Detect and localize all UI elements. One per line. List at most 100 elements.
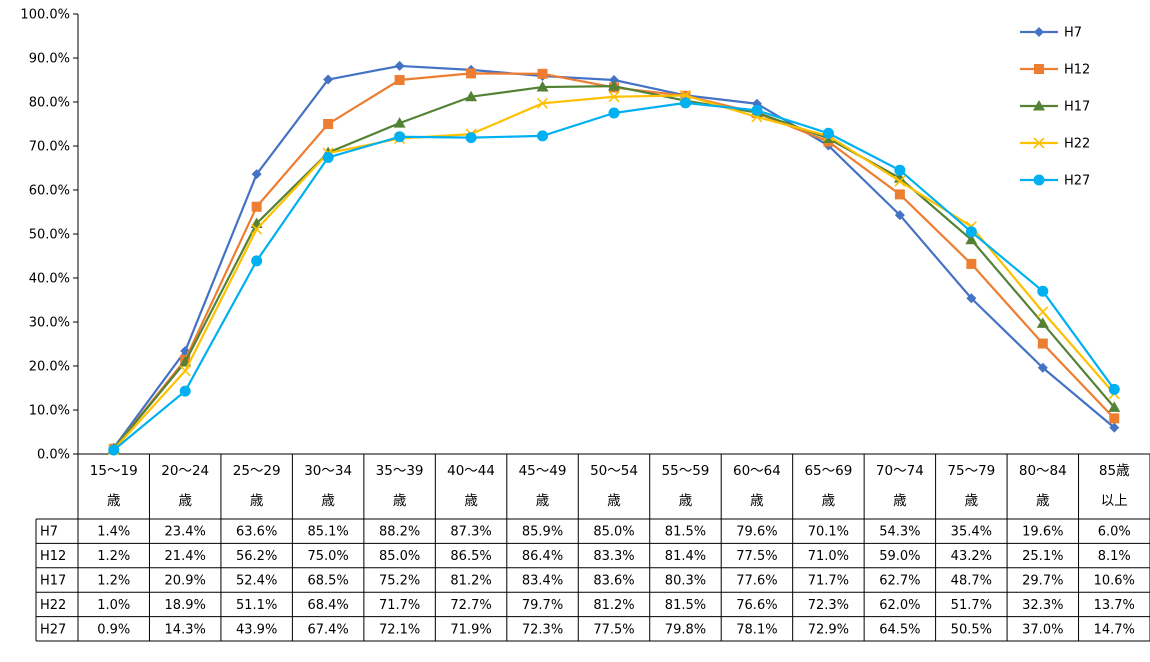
table-cell-value: 8.1% [1098,549,1131,564]
legend-label: H12 [1064,63,1090,78]
category-label-top: 65〜69 [804,463,852,479]
category-label-bottom: 歳 [536,493,550,509]
table-cell-value: 43.9% [236,622,277,637]
data-point [1109,422,1120,433]
table-cell-value: 85.0% [593,525,634,540]
category-label-bottom: 歳 [750,493,764,509]
data-point [1109,413,1120,424]
data-point [251,223,263,235]
table-cell-value: 51.1% [236,598,277,613]
category-label-bottom: 歳 [107,493,121,509]
category-label-top: 40〜44 [447,463,495,479]
table-cell-value: 64.5% [879,622,920,637]
table-cell-value: 25.1% [1022,549,1063,564]
category-label-top: 70〜74 [876,463,924,479]
series-line [112,72,1116,450]
data-point [894,175,906,187]
table-cell-value: 76.6% [736,598,777,613]
table-cell-value: 68.4% [307,598,348,613]
y-tick-label: 0.0% [37,448,70,463]
category-label-bottom: 歳 [607,493,621,509]
data-point [1036,317,1049,328]
table-cell-value: 80.3% [665,574,706,589]
series-H22 [108,89,1120,456]
y-tick-label: 50.0% [29,228,70,243]
table-cell-value: 81.4% [665,549,706,564]
category-label-bottom: 歳 [965,493,979,509]
data-point [179,385,191,397]
category-label-top: 55〜59 [662,463,710,479]
data-point [751,104,763,116]
y-tick-label: 80.0% [29,96,70,111]
y-tick-label: 20.0% [29,360,70,375]
table-cell-value: 63.6% [236,525,277,540]
data-point [966,258,977,269]
table-cell-value: 77.5% [736,549,777,564]
data-point [1108,401,1121,412]
table-cell-value: 48.7% [951,574,992,589]
legend-marker [1034,64,1044,74]
category-label-top: 25〜29 [233,463,281,479]
legend-label: H27 [1064,174,1090,189]
table-cell-value: 35.4% [951,525,992,540]
table-cell-value: 83.6% [593,574,634,589]
y-tick-label: 30.0% [29,316,70,331]
table-cell-value: 78.1% [736,622,777,637]
series-line [113,101,1116,451]
table-cell-value: 85.1% [307,525,348,540]
y-tick-label: 60.0% [29,184,70,199]
category-label-bottom: 歳 [250,493,264,509]
table-cell-value: 81.2% [593,598,634,613]
category-label-top: 60〜64 [733,463,781,479]
data-point [1037,306,1049,318]
data-point [1037,285,1049,297]
axes: 0.0% 10.0% 20.0% 30.0% 40.0% 50.0% 60.0% 70.0% 8… [20,8,79,463]
data-point [1037,362,1048,373]
legend-label: H22 [1064,137,1090,152]
series-line [112,94,1116,451]
table-cell-value: 81.5% [665,598,706,613]
category-label-top: 35〜39 [376,463,424,479]
legend-item: H17 [1020,100,1090,115]
table-cell-value: 23.4% [165,525,206,540]
table-series-name: H22 [40,598,66,613]
category-label-bottom: 歳 [822,493,836,509]
table-cell-value: 86.4% [522,549,563,564]
legend-item: H7 [1020,26,1082,41]
table-cell-value: 70.1% [808,525,849,540]
category-label-top: 15〜19 [90,463,138,479]
table-cell-value: 75.0% [307,549,348,564]
table-cell-value: 85.0% [379,549,420,564]
table-cell-value: 86.5% [450,549,491,564]
table-cell-value: 87.3% [450,525,491,540]
data-point [108,444,120,456]
table-cell-value: 72.3% [808,598,849,613]
data-point [822,127,834,139]
data-point [536,97,549,109]
table-cell-value: 72.7% [450,598,491,613]
table-cell-value: 18.9% [165,598,206,613]
table-cell-value: 50.5% [951,622,992,637]
table-cell-value: 88.2% [379,525,420,540]
category-label-top: 45〜49 [519,463,567,479]
table-cell-value: 37.0% [1022,622,1063,637]
table-cell-value: 1.2% [97,549,130,564]
data-point [466,68,477,79]
category-label-bottom: 歳 [178,493,192,509]
series-group [107,60,1121,456]
category-label-bottom: 歳 [893,493,907,509]
category-label-bottom: 歳 [679,493,693,509]
legend-marker [1034,27,1044,37]
table-cell-value: 62.7% [879,574,920,589]
table-cell-value: 83.3% [593,549,634,564]
table-cell-value: 13.7% [1094,598,1135,613]
table-cell-value: 79.7% [522,598,563,613]
table-cell-value: 79.8% [665,622,706,637]
series-H27 [108,97,1120,456]
category-label-top: 30〜34 [304,463,352,479]
category-label-bottom: 歳 [393,493,407,509]
data-point [894,189,905,200]
data-point [465,132,477,144]
data-point [394,131,406,143]
